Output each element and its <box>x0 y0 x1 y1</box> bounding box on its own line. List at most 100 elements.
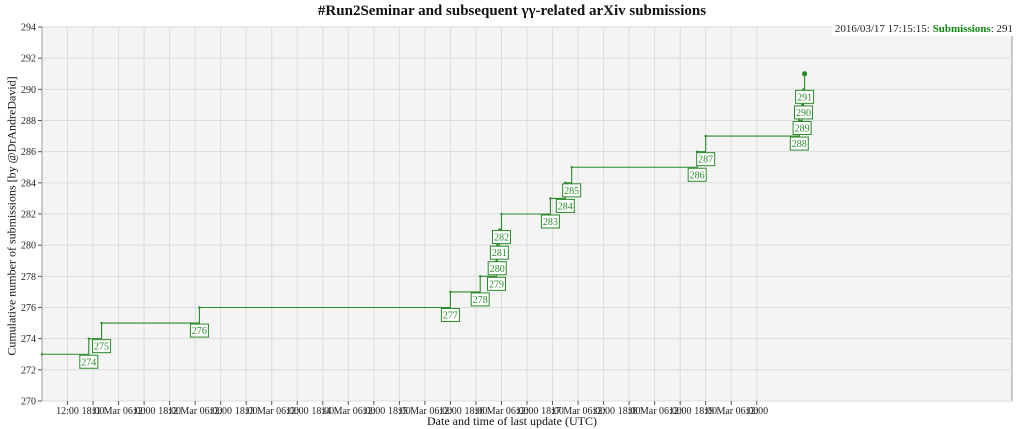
x-tick-label: 18:00 <box>388 406 411 417</box>
data-label-box <box>470 292 490 307</box>
legend-timestamp: 2016/03/17 17:15:15: <box>834 23 930 35</box>
data-label-box <box>562 183 582 198</box>
x-tick-label: 19 Mar 06:00 <box>704 406 758 417</box>
x-tick-label: 18 Mar 06:00 <box>627 406 681 417</box>
data-label-box <box>491 230 511 245</box>
data-label-box <box>487 276 507 291</box>
data-label: 289 <box>795 124 810 135</box>
data-label: 288 <box>792 139 807 150</box>
data-label: 282 <box>494 233 509 244</box>
data-label: 279 <box>489 279 504 290</box>
x-tick-label: 12:00 <box>362 406 385 417</box>
x-tick-label: 12:00 <box>286 406 309 417</box>
x-gridlines <box>67 27 758 401</box>
data-label-box <box>79 354 99 369</box>
x-tick-label: 16 Mar 06:00 <box>474 406 528 417</box>
x-tick-label: 13 Mar 06:00 <box>245 406 299 417</box>
data-label-box <box>540 214 560 229</box>
x-tick-label: 12:00 <box>745 406 768 417</box>
y-tick-label: 270 <box>21 397 36 408</box>
data-point <box>479 275 482 278</box>
y-tick-label: 278 <box>21 272 36 283</box>
x-tick-label: 18:00 <box>235 406 258 417</box>
x-tick-label: 12:00 <box>592 406 615 417</box>
data-point <box>100 321 103 325</box>
data-point <box>549 197 552 200</box>
data-label: 281 <box>492 248 507 259</box>
y-axis-ticks: 270 272 274 276 278 280 282 284 286 288 290 292 294 <box>21 23 42 408</box>
data-point <box>500 212 503 216</box>
legend-value: : 291 <box>990 23 1013 35</box>
data-point <box>449 290 452 294</box>
data-label-box <box>789 136 809 151</box>
y-tick-label: 288 <box>21 116 36 127</box>
data-point <box>40 353 44 356</box>
x-tick-label: 11 Mar 06:00 <box>92 406 146 417</box>
data-label: 275 <box>94 342 109 353</box>
y-tick-label: 292 <box>21 54 36 65</box>
x-tick-label: 18:00 <box>694 406 717 417</box>
data-label-box <box>696 152 716 167</box>
x-tick-label: 12:00 <box>56 406 79 417</box>
x-tick-label: 12:00 <box>669 406 692 417</box>
x-tick-label: 12:00 <box>133 406 156 417</box>
x-tick-label: 18:00 <box>618 406 641 417</box>
y-tick-label: 280 <box>21 241 36 252</box>
data-label: 278 <box>473 295 488 306</box>
data-label: 274 <box>81 357 96 368</box>
x-tick-label: 12:00 <box>209 406 232 417</box>
x-axis-label: Date and time of last update (UTC) <box>427 414 597 428</box>
data-label: 284 <box>558 201 573 212</box>
data-label: 290 <box>796 108 811 119</box>
data-label-box <box>792 121 812 135</box>
data-label: 280 <box>490 264 505 275</box>
data-label: 291 <box>797 92 812 103</box>
data-label: 277 <box>443 311 458 322</box>
data-label: 287 <box>698 155 713 166</box>
data-label-box <box>795 89 815 104</box>
x-tick-label: 15 Mar 06:00 <box>398 406 452 417</box>
y-axis-label: Cumulative number of submissions [by @Dr… <box>4 76 19 356</box>
x-tick-label: 18:00 <box>158 406 181 417</box>
data-point <box>704 134 707 138</box>
chart-title: #Run2Seminar and subsequent γγ-related a… <box>317 3 707 19</box>
data-point <box>87 337 90 340</box>
x-tick-label: 18:00 <box>82 406 105 417</box>
x-tick-label: 12:00 <box>439 406 462 417</box>
y-tick-label: 282 <box>21 210 36 221</box>
x-tick-label: 14 Mar 06:00 <box>321 406 375 417</box>
chart-legend: 2016/03/17 17:15:15: Submissions: 291 <box>831 22 1016 36</box>
data-label-box <box>555 198 575 213</box>
x-tick-label: 12 Mar 06:00 <box>168 406 222 417</box>
y-tick-label: 286 <box>21 147 36 158</box>
y-tick-label: 290 <box>21 85 36 96</box>
x-tick-label: 18:00 <box>541 406 564 417</box>
y-tick-label: 294 <box>21 23 36 34</box>
x-tick-label: 17 Mar 06:00 <box>551 406 605 417</box>
x-tick-label: 18:00 <box>311 406 334 417</box>
y-tick-label: 274 <box>21 334 36 345</box>
data-label: 285 <box>564 186 579 197</box>
data-label-box <box>189 323 209 338</box>
data-label: 276 <box>192 326 207 337</box>
x-tick-label: 18:00 <box>465 406 488 417</box>
data-point <box>198 306 201 309</box>
data-label-box <box>794 105 814 120</box>
data-label-box <box>687 167 707 182</box>
data-label-box <box>489 245 509 260</box>
data-point <box>570 166 573 169</box>
data-label-box <box>487 261 507 276</box>
y-tick-label: 272 <box>21 365 36 376</box>
data-label-box <box>92 339 112 354</box>
data-label: 286 <box>690 170 705 181</box>
data-label-box <box>440 308 460 322</box>
legend-key: Submissions <box>932 23 991 35</box>
data-point <box>801 71 808 77</box>
y-tick-label: 284 <box>21 178 36 189</box>
x-tick-label: 12:00 <box>516 406 539 417</box>
data-label: 283 <box>543 217 558 228</box>
y-tick-label: 276 <box>21 303 36 314</box>
